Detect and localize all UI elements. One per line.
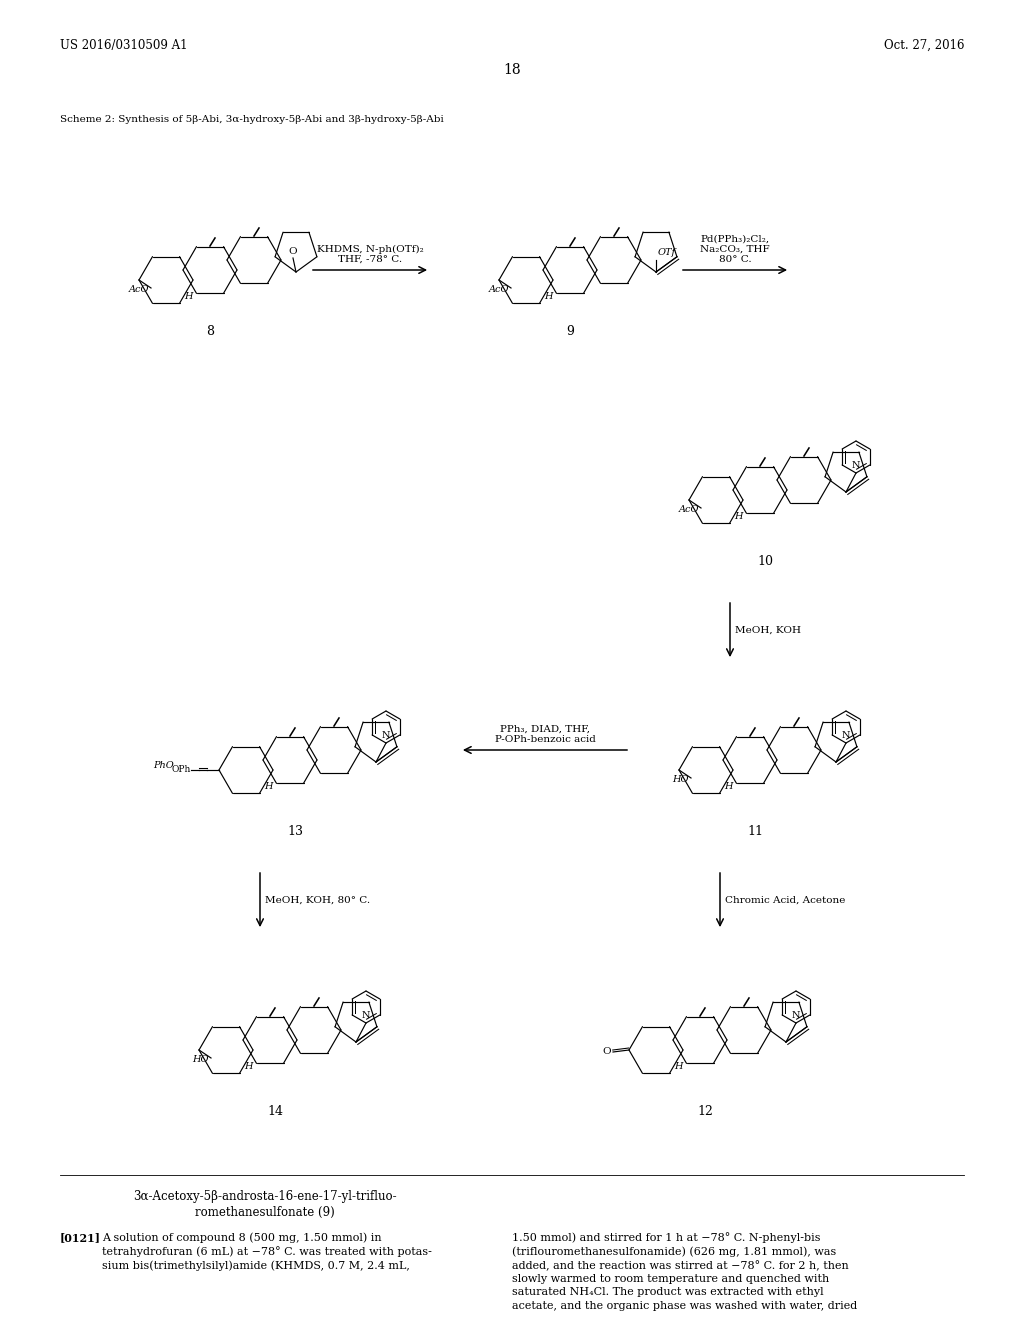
Text: Scheme 2: Synthesis of 5β-Abi, 3α-hydroxy-5β-Abi and 3β-hydroxy-5β-Abi: Scheme 2: Synthesis of 5β-Abi, 3α-hydrox…: [60, 115, 443, 124]
Text: MeOH, KOH: MeOH, KOH: [735, 626, 801, 635]
Text: H: H: [544, 292, 552, 301]
Text: 18: 18: [503, 63, 521, 77]
Text: O: O: [289, 247, 297, 256]
Text: KHDMS, N-ph(OTf)₂
THF, -78° C.: KHDMS, N-ph(OTf)₂ THF, -78° C.: [316, 244, 423, 264]
Text: 13: 13: [287, 825, 303, 838]
Text: PPh₃, DIAD, THF,
P-OPh-benzoic acid: PPh₃, DIAD, THF, P-OPh-benzoic acid: [495, 725, 595, 744]
Text: OPh: OPh: [172, 766, 191, 775]
Text: H: H: [264, 781, 272, 791]
Text: H: H: [183, 292, 193, 301]
Text: N: N: [852, 461, 860, 470]
Text: 1.50 mmol) and stirred for 1 h at −78° C. N-phenyl-bis
(triflouromethanesulfonam: 1.50 mmol) and stirred for 1 h at −78° C…: [512, 1232, 857, 1311]
Text: N: N: [792, 1011, 800, 1020]
Text: 9: 9: [566, 325, 573, 338]
Text: [0121]: [0121]: [60, 1232, 101, 1243]
Text: 14: 14: [267, 1105, 283, 1118]
Text: MeOH, KOH, 80° C.: MeOH, KOH, 80° C.: [265, 895, 370, 904]
Text: romethanesulfonate (9): romethanesulfonate (9): [196, 1206, 335, 1218]
Text: N: N: [361, 1011, 371, 1020]
Text: N: N: [842, 731, 850, 741]
Text: 8: 8: [206, 325, 214, 338]
Text: OTf: OTf: [658, 248, 676, 257]
Text: AcO: AcO: [128, 285, 150, 293]
Text: AcO: AcO: [679, 504, 699, 513]
Text: Oct. 27, 2016: Oct. 27, 2016: [884, 38, 964, 51]
Text: 3α-Acetoxy-5β-androsta-16-ene-17-yl-trifluo-: 3α-Acetoxy-5β-androsta-16-ene-17-yl-trif…: [133, 1191, 397, 1203]
Text: US 2016/0310509 A1: US 2016/0310509 A1: [60, 38, 187, 51]
Text: 12: 12: [697, 1105, 713, 1118]
Text: A solution of compound 8 (500 mg, 1.50 mmol) in
tetrahydrofuran (6 mL) at −78° C: A solution of compound 8 (500 mg, 1.50 m…: [102, 1232, 432, 1271]
Text: AcO: AcO: [488, 285, 509, 293]
Text: HO: HO: [193, 1055, 209, 1064]
Text: Chromic Acid, Acetone: Chromic Acid, Acetone: [725, 895, 846, 904]
Text: H: H: [734, 512, 742, 521]
Text: HO: HO: [673, 775, 689, 784]
Text: H: H: [674, 1063, 682, 1071]
Text: N: N: [382, 731, 390, 741]
Text: H: H: [244, 1063, 252, 1071]
Text: 11: 11: [746, 825, 763, 838]
Text: H: H: [724, 781, 732, 791]
Text: 10: 10: [757, 554, 773, 568]
Text: O: O: [602, 1048, 611, 1056]
Text: Pd(PPh₃)₂Cl₂,
Na₂CO₃, THF
80° C.: Pd(PPh₃)₂Cl₂, Na₂CO₃, THF 80° C.: [700, 234, 770, 264]
Text: PhO: PhO: [154, 760, 174, 770]
